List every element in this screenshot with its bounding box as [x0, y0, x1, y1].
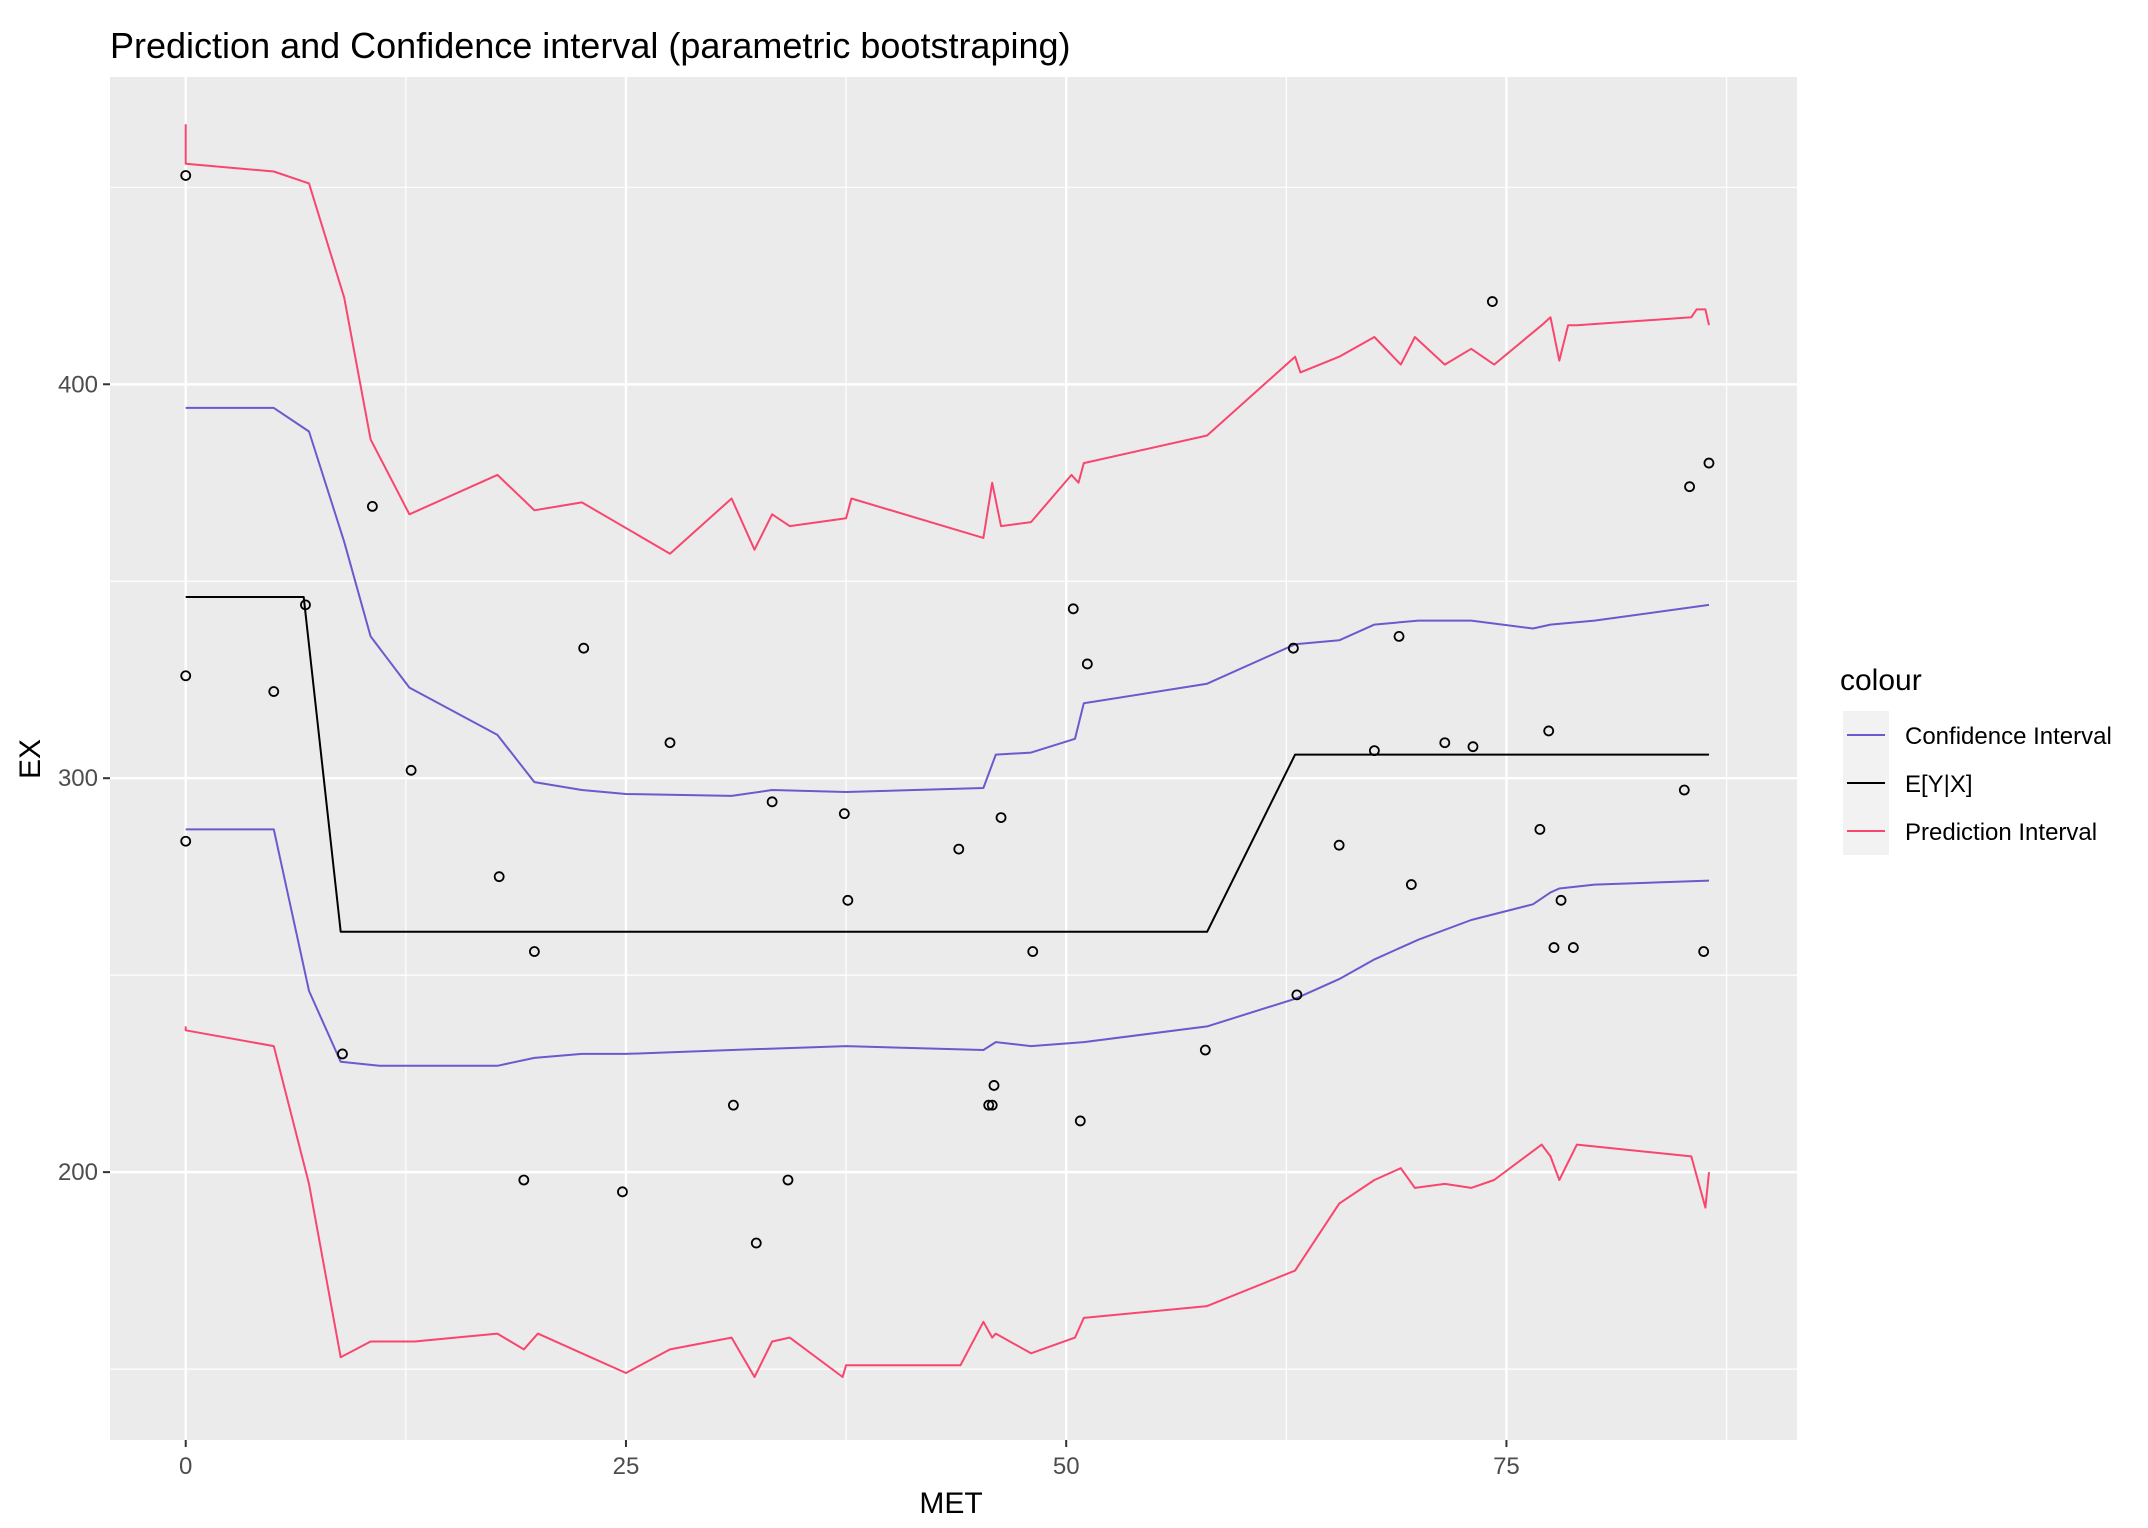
- data-point-47: [1703, 457, 1715, 469]
- data-point-38: [1486, 296, 1498, 307]
- legend-label-1: E[Y|X]: [1905, 771, 1973, 798]
- data-point-7: [405, 764, 417, 776]
- data-point-2: [180, 835, 192, 847]
- series-line-mean: [185, 596, 1709, 933]
- data-point-26: [1067, 603, 1079, 615]
- data-point-33: [1368, 745, 1380, 757]
- series-line-ci_lower: [185, 828, 1710, 1067]
- data-point-40: [1543, 725, 1555, 737]
- series-line-ci_upper: [185, 406, 1710, 797]
- data-point-15: [750, 1237, 762, 1249]
- data-point-35: [1405, 879, 1417, 890]
- y-tick-label-1: 300: [58, 765, 98, 792]
- data-point-10: [528, 946, 540, 957]
- data-point-1: [180, 670, 192, 682]
- data-point-3: [268, 686, 280, 697]
- data-point-37: [1467, 741, 1479, 753]
- x-tick-label-3: 75: [1493, 1453, 1520, 1480]
- axes: 0 25 50 75 200 300 400: [58, 371, 1520, 1480]
- x-tick-label-0: 0: [179, 1453, 192, 1480]
- data-point-32: [1333, 839, 1345, 851]
- data-point-4: [300, 599, 311, 611]
- data-point-28: [1081, 658, 1093, 670]
- data-point-20: [953, 843, 965, 855]
- data-point-8: [493, 871, 505, 883]
- x-tick-label-1: 25: [613, 1453, 640, 1480]
- data-point-44: [1678, 784, 1690, 796]
- plot-panel: [110, 77, 1797, 1440]
- data-point-0: [180, 170, 192, 181]
- series-line-pi_lower: [184, 1026, 1710, 1378]
- legend: colour Confidence Interval E[Y|X] Predicti…: [1840, 664, 2112, 855]
- data-point-5: [337, 1048, 348, 1060]
- data-point-25: [1027, 946, 1039, 957]
- data-point-18: [838, 808, 850, 820]
- data-point-19: [842, 894, 854, 906]
- series-line-pi_upper: [184, 124, 1710, 555]
- data-point-16: [766, 796, 778, 808]
- data-point-43: [1567, 942, 1579, 953]
- data-point-30: [1287, 642, 1299, 654]
- data-point-9: [518, 1174, 530, 1186]
- legend-label-2: Prediction Interval: [1905, 819, 2097, 846]
- data-point-21: [983, 1099, 995, 1111]
- x-tick-label-2: 50: [1053, 1453, 1080, 1480]
- data-point-36: [1439, 737, 1451, 749]
- data-point-6: [366, 500, 378, 512]
- data-point-23: [988, 1080, 1000, 1091]
- chart-title: Prediction and Confidence interval (para…: [110, 25, 1071, 66]
- data-point-13: [664, 737, 676, 749]
- x-axis-label: MET: [919, 1487, 982, 1520]
- data-point-31: [1291, 989, 1303, 1001]
- data-point-34: [1393, 630, 1405, 642]
- data-point-27: [1074, 1115, 1086, 1127]
- panel-background: [110, 77, 1797, 1440]
- data-point-17: [782, 1174, 794, 1186]
- data-point-45: [1684, 481, 1695, 493]
- data-point-11: [578, 642, 590, 654]
- data-point-39: [1534, 824, 1546, 835]
- legend-label-0: Confidence Interval: [1905, 723, 2112, 750]
- data-point-41: [1548, 942, 1560, 953]
- data-point-46: [1698, 946, 1710, 957]
- data-point-14: [727, 1099, 739, 1111]
- data-point-24: [995, 812, 1007, 823]
- y-tick-label-0: 200: [58, 1159, 98, 1186]
- data-point-29: [1199, 1044, 1211, 1056]
- legend-title: colour: [1840, 664, 1922, 697]
- y-tick-label-2: 400: [58, 371, 98, 398]
- data-point-42: [1555, 894, 1567, 906]
- y-axis-label: EX: [14, 739, 47, 779]
- data-point-12: [617, 1186, 628, 1198]
- data-point-22: [986, 1099, 998, 1111]
